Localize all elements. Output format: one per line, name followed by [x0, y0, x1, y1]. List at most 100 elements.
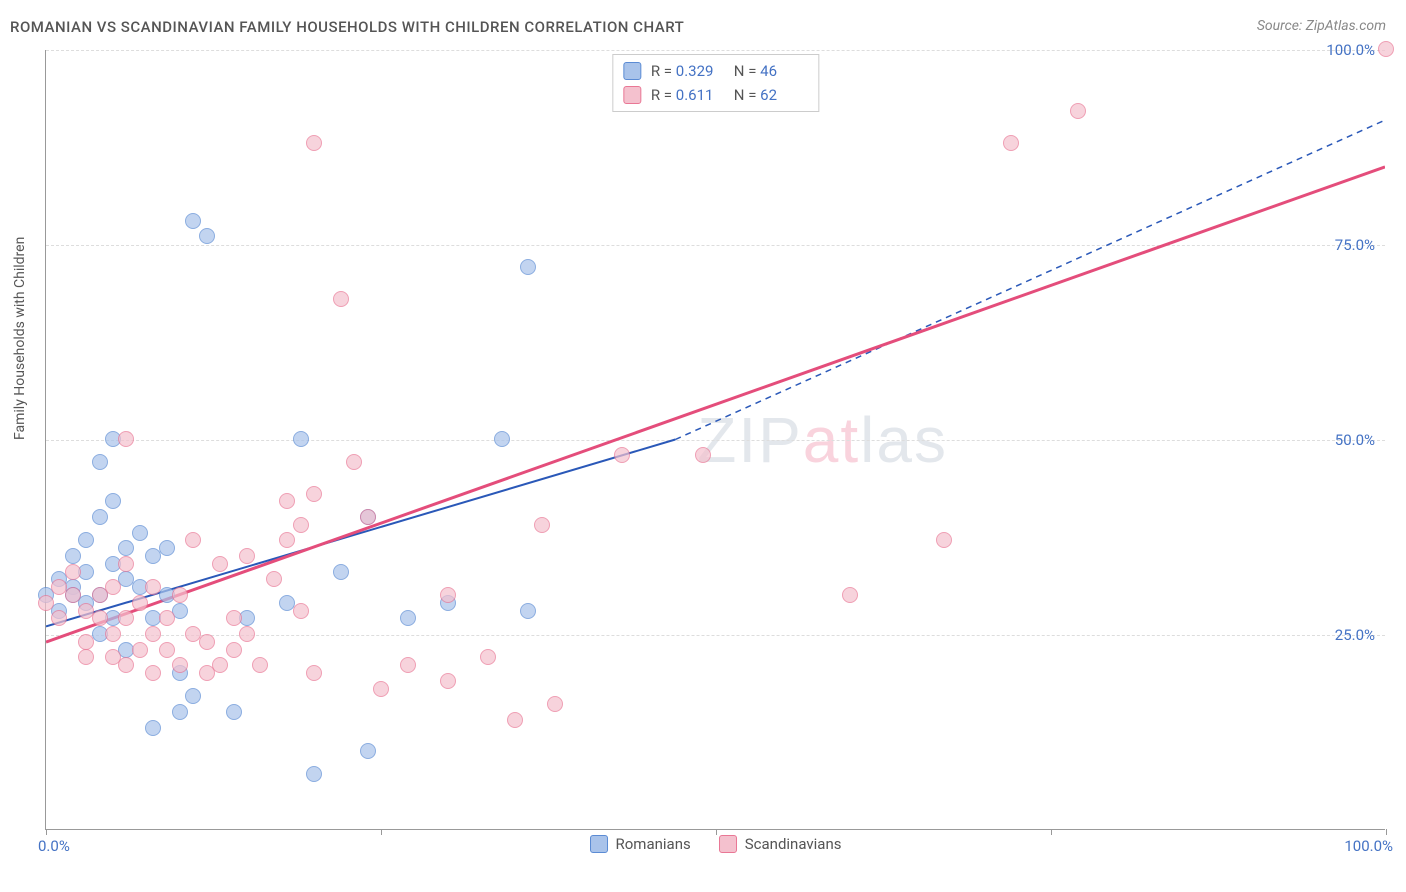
data-point [51, 610, 67, 626]
x-tick [46, 829, 47, 835]
data-point [145, 579, 161, 595]
stats-row-romanians: R = 0.329 N = 46 [623, 59, 808, 83]
y-tick-label: 100.0% [1326, 41, 1375, 59]
data-point [480, 649, 496, 665]
data-point [306, 665, 322, 681]
data-point [520, 603, 536, 619]
data-point [293, 431, 309, 447]
legend-label-scandinavians: Scandinavians [745, 835, 842, 853]
data-point [520, 259, 536, 275]
swatch-scandinavians [623, 86, 641, 104]
data-point [118, 431, 134, 447]
y-tick-label: 50.0% [1335, 431, 1375, 449]
data-point [547, 696, 563, 712]
x-legend: Romanians Scandinavians [590, 835, 842, 853]
gridline [46, 440, 1385, 441]
gridline [46, 245, 1385, 246]
data-point [400, 657, 416, 673]
data-point [92, 610, 108, 626]
x-tick-0: 0.0% [38, 837, 70, 855]
data-point [199, 634, 215, 650]
swatch-romanians [623, 62, 641, 80]
data-point [266, 571, 282, 587]
data-point [145, 720, 161, 736]
data-point [239, 626, 255, 642]
data-point [534, 517, 550, 533]
x-tick [716, 829, 717, 835]
data-point [507, 712, 523, 728]
data-point [92, 454, 108, 470]
data-point [400, 610, 416, 626]
data-point [118, 610, 134, 626]
data-point [185, 688, 201, 704]
data-point [145, 665, 161, 681]
data-point [239, 548, 255, 564]
data-point [118, 540, 134, 556]
data-point [226, 642, 242, 658]
source-label: Source: ZipAtlas.com [1257, 18, 1386, 34]
data-point [614, 447, 630, 463]
data-point [172, 657, 188, 673]
data-point [105, 626, 121, 642]
data-point [306, 135, 322, 151]
data-point [212, 556, 228, 572]
data-point [38, 595, 54, 611]
data-point [199, 228, 215, 244]
data-point [695, 447, 711, 463]
gridline [46, 50, 1385, 51]
data-point [145, 626, 161, 642]
legend-label-romanians: Romanians [616, 835, 691, 853]
y-axis-label: Family Households with Children [12, 237, 28, 440]
data-point [1003, 135, 1019, 151]
data-point [226, 704, 242, 720]
data-point [306, 486, 322, 502]
data-point [333, 564, 349, 580]
data-point [118, 657, 134, 673]
data-point [279, 493, 295, 509]
data-point [306, 766, 322, 782]
data-point [936, 532, 952, 548]
data-point [293, 603, 309, 619]
data-point [78, 649, 94, 665]
stats-legend: R = 0.329 N = 46 R = 0.611 N = 62 [612, 54, 819, 112]
data-point [65, 564, 81, 580]
data-point [1378, 41, 1394, 57]
data-point [172, 704, 188, 720]
data-point [132, 525, 148, 541]
data-point [440, 673, 456, 689]
data-point [360, 743, 376, 759]
swatch-scandinavians-icon [719, 835, 737, 853]
data-point [346, 454, 362, 470]
data-point [360, 509, 376, 525]
data-point [65, 587, 81, 603]
data-point [132, 595, 148, 611]
data-point [842, 587, 858, 603]
data-point [226, 610, 242, 626]
data-point [252, 657, 268, 673]
data-point [293, 517, 309, 533]
data-point [159, 642, 175, 658]
data-point [172, 587, 188, 603]
data-point [279, 532, 295, 548]
data-point [78, 634, 94, 650]
data-point [105, 579, 121, 595]
chart-area: ZIPatlas R = 0.329 N = 46 R = 0.611 N = … [45, 50, 1385, 830]
y-tick-label: 75.0% [1335, 236, 1375, 254]
stats-row-scandinavians: R = 0.611 N = 62 [623, 83, 808, 107]
data-point [494, 431, 510, 447]
data-point [185, 213, 201, 229]
x-tick [1386, 829, 1387, 835]
swatch-romanians-icon [590, 835, 608, 853]
data-point [159, 610, 175, 626]
x-tick [1051, 829, 1052, 835]
data-point [159, 540, 175, 556]
data-point [92, 509, 108, 525]
data-point [1070, 103, 1086, 119]
data-point [132, 642, 148, 658]
source-prefix: Source: [1257, 18, 1306, 34]
data-point [333, 291, 349, 307]
data-point [440, 587, 456, 603]
x-tick [381, 829, 382, 835]
chart-title: ROMANIAN VS SCANDINAVIAN FAMILY HOUSEHOL… [10, 18, 684, 36]
x-tick-100: 100.0% [1344, 837, 1393, 855]
